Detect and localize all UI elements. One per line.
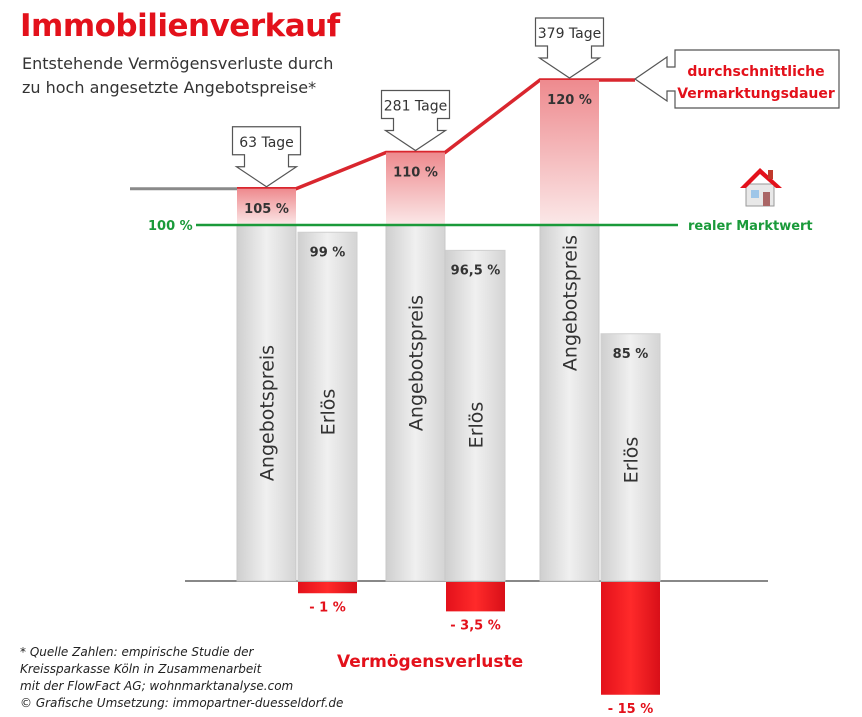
market-value-right-label: realer Marktwert bbox=[688, 219, 813, 234]
revenue-label: 96,5 % bbox=[451, 263, 501, 278]
offer-series-label: Angebotspreis bbox=[560, 235, 582, 371]
revenue-label: 85 % bbox=[613, 347, 649, 362]
house-window bbox=[751, 190, 759, 198]
offer-label: 110 % bbox=[393, 166, 438, 181]
title: Immobilienverkauf bbox=[20, 8, 340, 44]
offer-bar-premium bbox=[540, 80, 599, 225]
revenue-series-label: Erlös bbox=[621, 437, 643, 484]
footnote-line: * Quelle Zahlen: empirische Studie der bbox=[20, 645, 254, 659]
offer-label: 120 % bbox=[547, 93, 592, 108]
days-callout bbox=[231, 126, 302, 188]
footnote-line: © Grafische Umsetzung: immopartner-duess… bbox=[20, 696, 344, 710]
footnote: * Quelle Zahlen: empirische Studie der K… bbox=[20, 644, 343, 712]
days-label: 379 Tage bbox=[538, 26, 602, 42]
loss-label: - 1 % bbox=[309, 600, 346, 615]
days-callout bbox=[380, 89, 451, 152]
subtitle-line: Entstehende Vermögensverluste durch bbox=[22, 54, 334, 73]
loss-bar bbox=[298, 582, 357, 594]
house-chimney bbox=[768, 170, 773, 179]
loss-label: - 3,5 % bbox=[450, 618, 501, 633]
duration-callout-line: durchschnittliche bbox=[687, 64, 824, 80]
footnote-line: Kreissparkasse Köln in Zusammenarbeit bbox=[20, 662, 262, 676]
offer-label: 105 % bbox=[244, 202, 289, 217]
revenue-bar bbox=[445, 249, 506, 582]
loss-bar bbox=[446, 582, 505, 612]
days-label: 63 Tage bbox=[239, 135, 294, 151]
house-icon bbox=[740, 168, 782, 207]
offer-bar bbox=[236, 224, 297, 582]
offer-bar bbox=[385, 224, 446, 582]
revenue-bar bbox=[600, 333, 661, 582]
loss-label: - 15 % bbox=[608, 702, 654, 717]
duration-callout-line: Vermarktungsdauer bbox=[677, 86, 835, 102]
offer-bar-premium bbox=[237, 188, 296, 225]
footnote-line: mit der FlowFact AG; wohnmarktanalyse.co… bbox=[20, 679, 294, 693]
loss-title: Vermögensverluste bbox=[337, 652, 524, 672]
days-callout bbox=[534, 17, 605, 79]
offer-bar-premium bbox=[386, 152, 445, 225]
revenue-bar bbox=[297, 231, 358, 582]
days-label: 281 Tage bbox=[384, 99, 448, 115]
house-door bbox=[763, 192, 770, 206]
subtitle-line: zu hoch angesetzte Angebotspreise* bbox=[22, 78, 317, 97]
offer-series-label: Angebotspreis bbox=[406, 295, 428, 431]
subtitle: Entstehende Vermögensverluste durch zu h… bbox=[22, 52, 333, 100]
revenue-series-label: Erlös bbox=[318, 389, 340, 436]
revenue-label: 99 % bbox=[310, 245, 346, 260]
offer-series-label: Angebotspreis bbox=[257, 345, 279, 481]
house-roof bbox=[740, 168, 782, 188]
revenue-series-label: Erlös bbox=[466, 402, 488, 449]
market-value-left-label: 100 % bbox=[148, 219, 193, 234]
duration-callout bbox=[633, 49, 840, 109]
loss-bar bbox=[601, 582, 660, 695]
